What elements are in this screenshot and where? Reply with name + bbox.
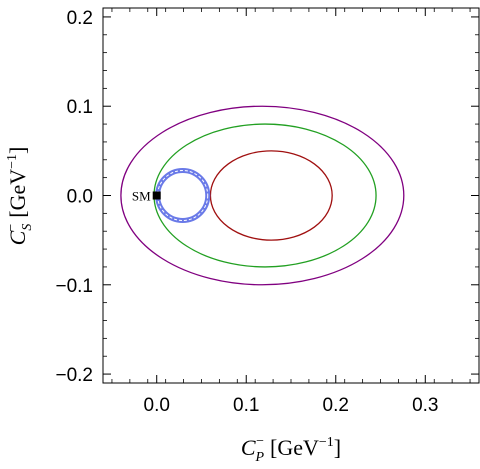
x-axis-label: CP− [GeV−1]	[241, 434, 341, 465]
contour-ellipse	[209, 150, 333, 241]
sm-marker-group: SM	[132, 189, 161, 204]
tick-labels: 0.0 0.1 0.2 0.3 −0.2 −0.1 0.0 0.1 0.2	[55, 8, 438, 416]
sm-label: SM	[132, 189, 151, 204]
x-tick-label: 0.1	[233, 395, 259, 416]
y-tick-label: 0.0	[67, 187, 93, 208]
band-ring-inner	[157, 170, 209, 221]
x-tick-label: 0.2	[323, 395, 349, 416]
y-tick-label: −0.2	[55, 365, 93, 386]
contour-ellipse	[153, 123, 377, 268]
contours	[120, 105, 405, 286]
x-tick-label: 0.3	[412, 395, 438, 416]
contour-ellipse	[120, 105, 405, 286]
sm-point	[152, 191, 161, 200]
axis-ticks	[103, 8, 479, 383]
y-tick-label: −0.1	[55, 276, 93, 297]
y-tick-label: 0.2	[67, 8, 93, 29]
y-axis-label: CS−[GeV−1]	[4, 147, 35, 246]
x-tick-label: 0.0	[144, 395, 170, 416]
y-tick-label: 0.1	[67, 97, 93, 118]
constraint-band	[155, 168, 211, 223]
